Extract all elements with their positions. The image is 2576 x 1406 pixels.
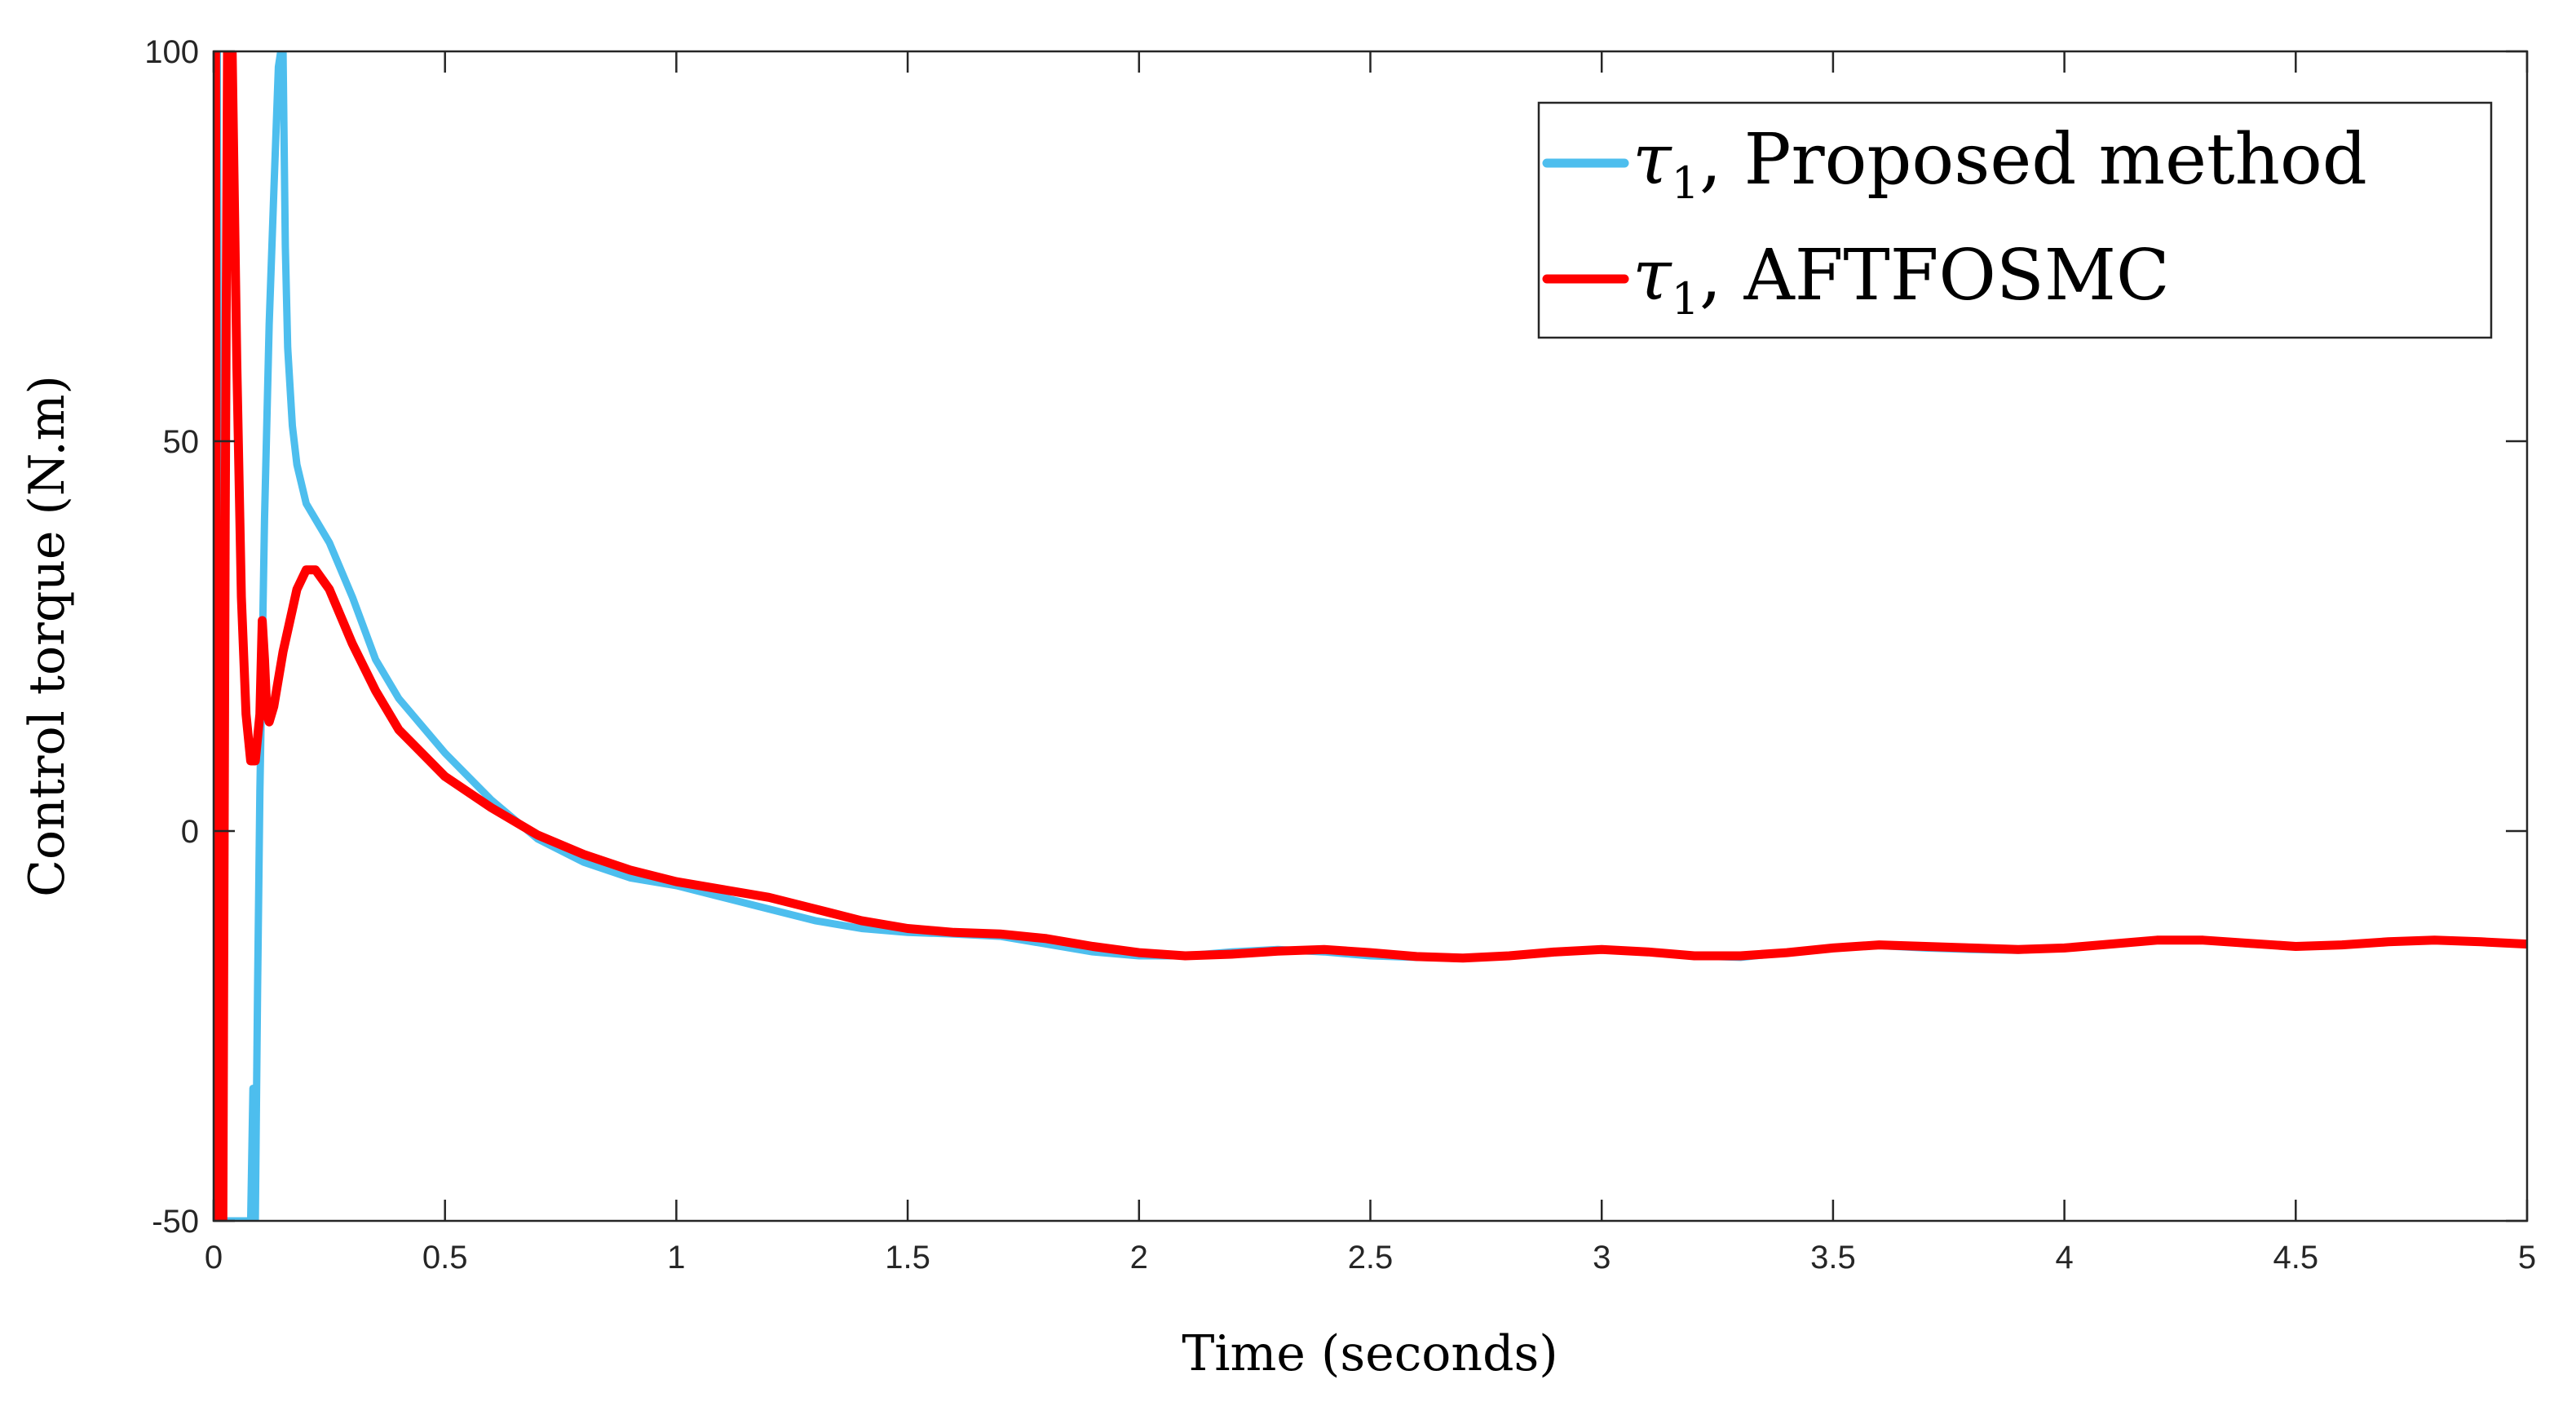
legend-box <box>1537 101 2493 339</box>
y-tick-label: 100 <box>144 34 199 70</box>
x-tick-label: 3.5 <box>1810 1240 1856 1276</box>
y-tick-label: -50 <box>152 1204 199 1240</box>
x-tick-label: 4 <box>2055 1240 2073 1276</box>
series-layer <box>214 51 2527 1221</box>
legend-label-aftfosmc: τ1, AFTFOSMC <box>1633 235 2170 325</box>
x-axis-title: Time (seconds) <box>1182 1325 1558 1382</box>
x-tick-label: 1.5 <box>885 1240 930 1276</box>
y-axis-title: Control torque (N.m) <box>19 375 76 897</box>
x-tick-label: 3 <box>1593 1240 1611 1276</box>
series-line-aftfosmc <box>214 51 2527 1221</box>
x-tick-label: 2.5 <box>1348 1240 1394 1276</box>
legend-label-proposed: τ1, Proposed method <box>1633 119 2367 209</box>
y-tick-label: 50 <box>163 424 200 460</box>
y-tick-label: 0 <box>181 814 199 850</box>
x-tick-label: 5 <box>2518 1240 2536 1276</box>
legend: τ1, Proposed method τ1, AFTFOSMC <box>1537 101 2493 339</box>
x-tick-label: 4.5 <box>2273 1240 2318 1276</box>
x-tick-label: 2 <box>1130 1240 1148 1276</box>
x-tick-label: 0 <box>205 1240 223 1276</box>
x-tick-label: 1 <box>667 1240 685 1276</box>
x-tick-label: 0.5 <box>422 1240 468 1276</box>
